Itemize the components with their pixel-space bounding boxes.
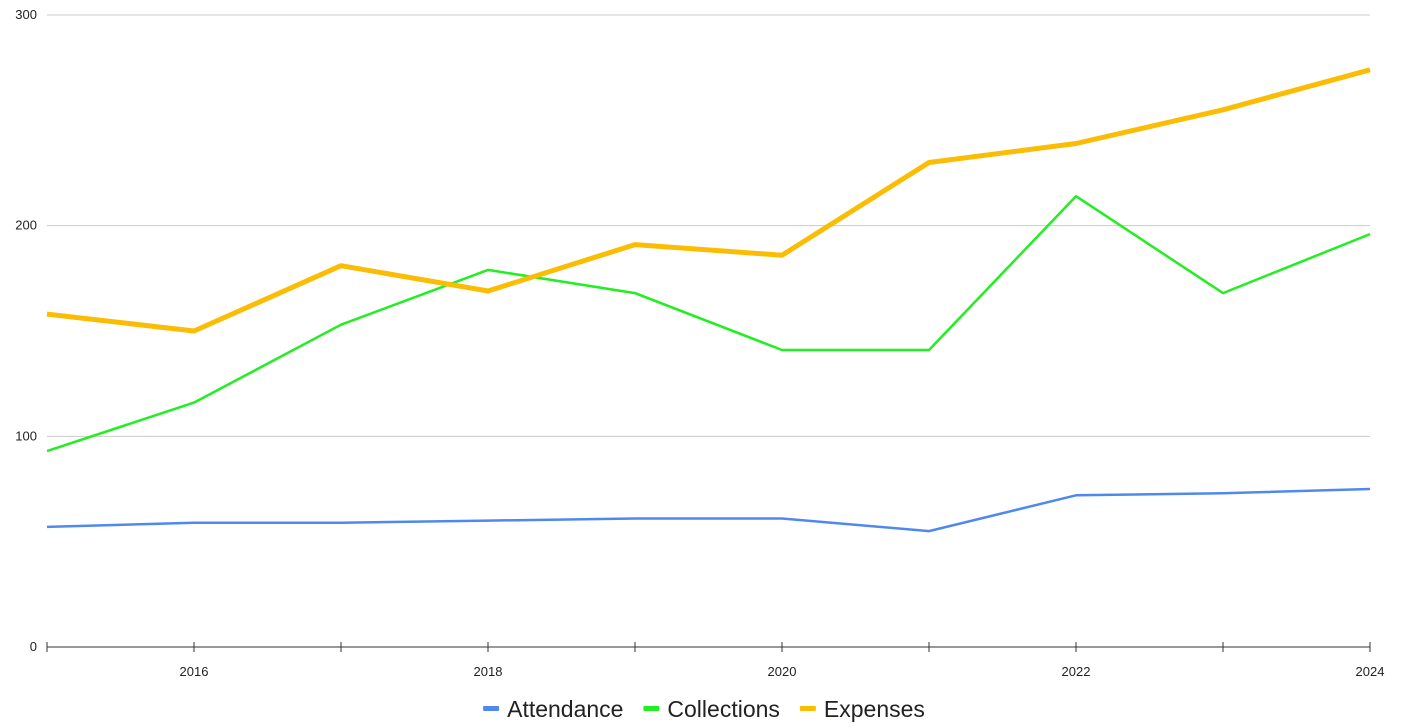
y-tick-label: 100 [15, 428, 37, 443]
gridlines [47, 14, 1370, 437]
x-tick-label: 2018 [474, 664, 503, 679]
y-tick-label: 0 [30, 639, 37, 654]
legend-swatch [483, 706, 500, 711]
axes: 0 100 200 300 2016 2018 2020 2022 2024 [15, 7, 1384, 679]
legend-item-collections: Collections [643, 696, 780, 722]
series-line-collections [46, 194, 1371, 453]
series-lines [46, 67, 1371, 533]
y-tick-label: 300 [15, 7, 37, 22]
x-tick-label: 2020 [768, 664, 797, 679]
x-tick-label: 2024 [1356, 664, 1385, 679]
x-tick-label: 2016 [180, 664, 209, 679]
x-tick-label: 2022 [1062, 664, 1091, 679]
series-line-expenses [46, 67, 1371, 334]
legend-label: Collections [667, 696, 780, 722]
legend: Attendance Collections Expenses [483, 696, 925, 722]
legend-swatch [799, 706, 816, 711]
series-line-attendance [46, 487, 1371, 533]
y-tick-label: 200 [15, 218, 37, 233]
legend-item-expenses: Expenses [799, 696, 925, 722]
legend-swatch [643, 706, 660, 711]
legend-label: Attendance [507, 696, 623, 722]
legend-label: Expenses [824, 696, 925, 722]
legend-item-attendance: Attendance [483, 696, 623, 722]
